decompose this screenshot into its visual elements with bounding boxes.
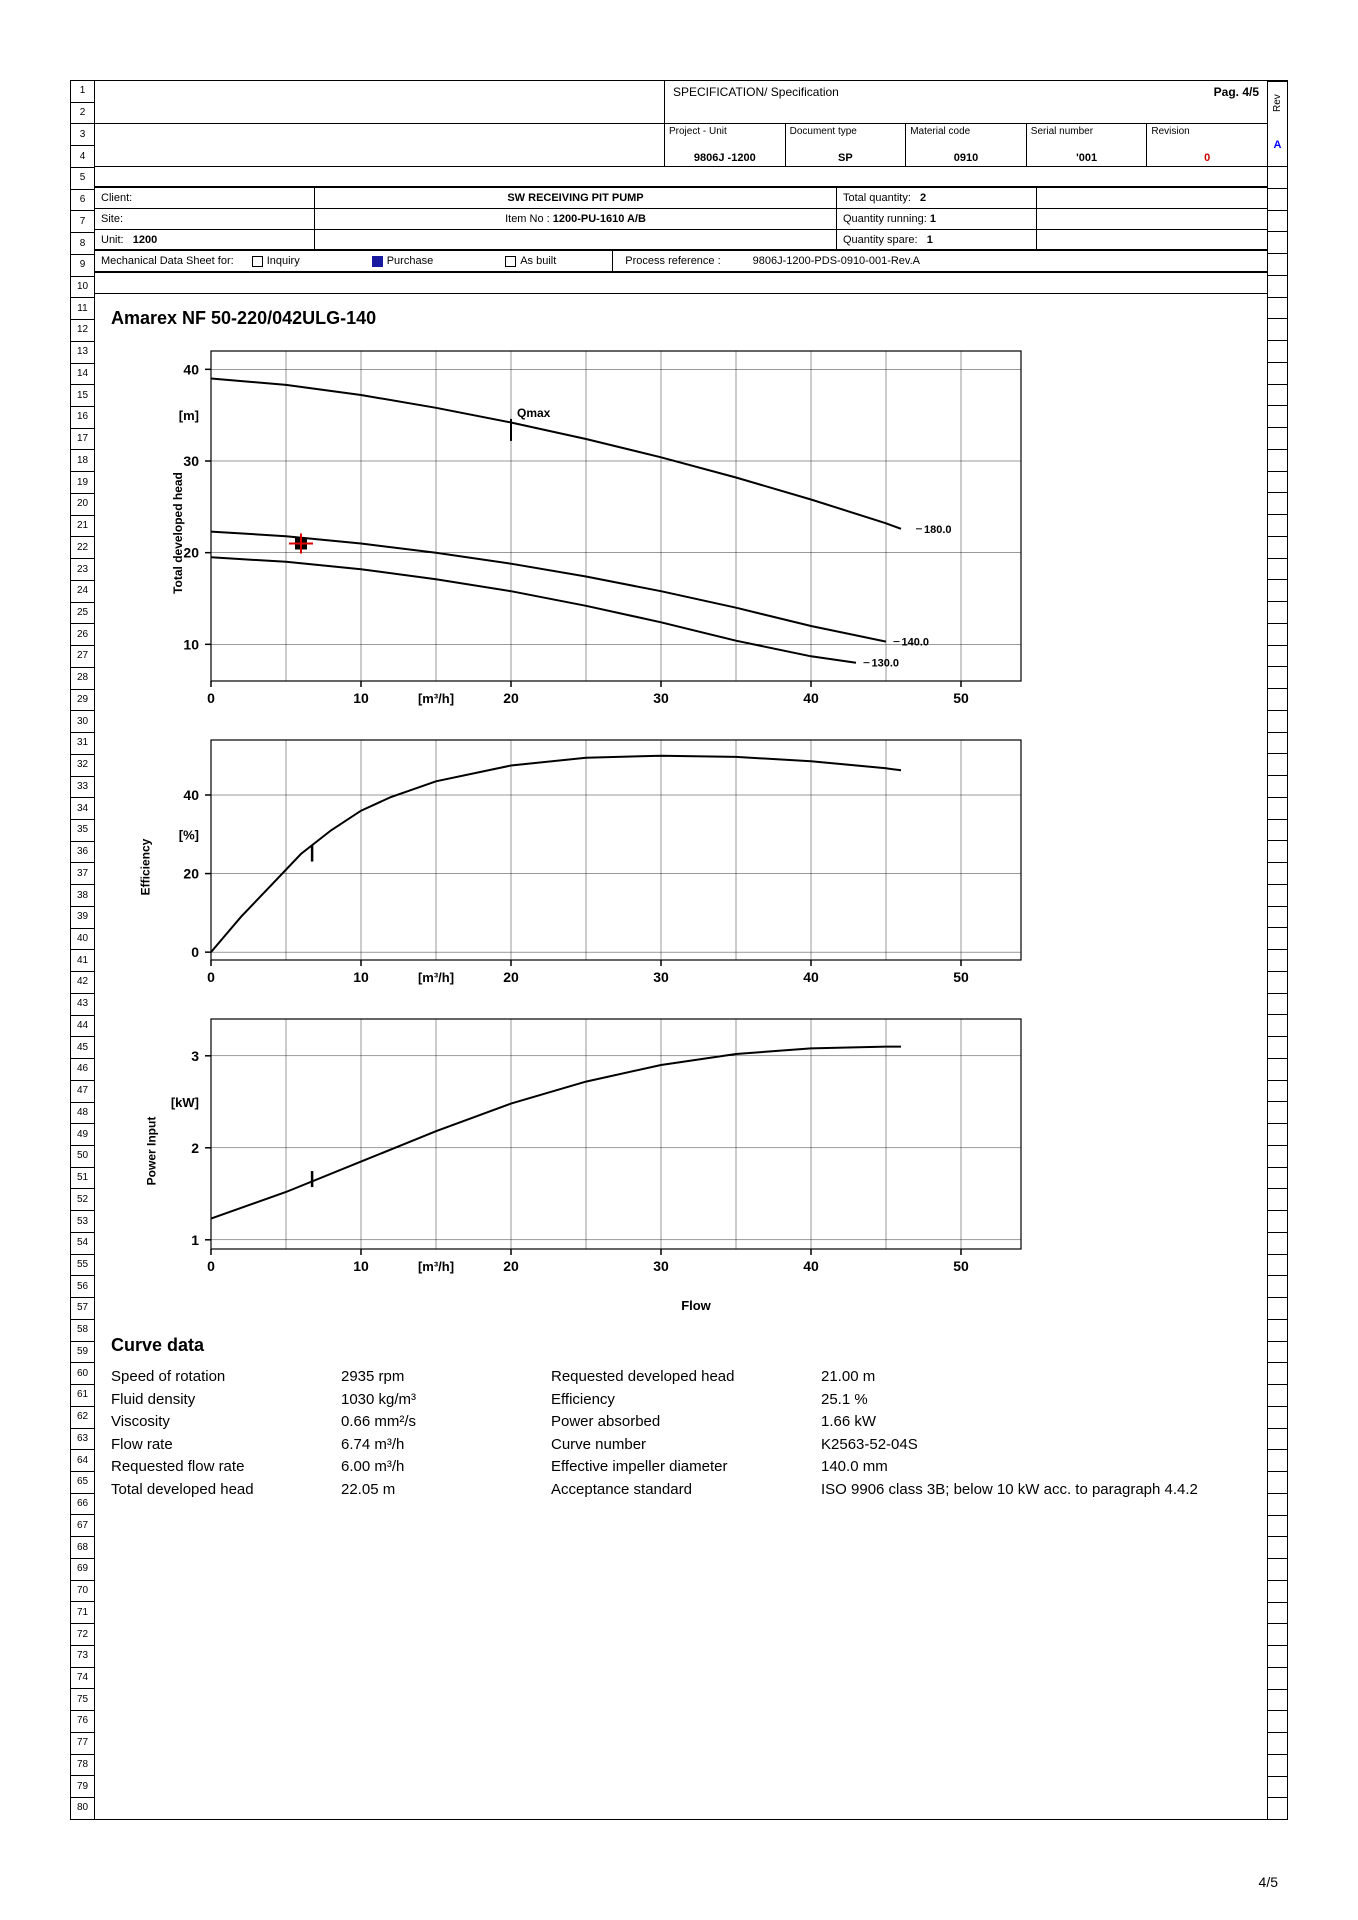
curve-data-section: Curve data Speed of rotationFluid densit… [111,1335,1251,1501]
flow-axis-label: Flow [141,1298,1251,1313]
unit-value: 1200 [133,234,157,246]
svg-text:50: 50 [953,690,969,706]
svg-text:40: 40 [803,690,819,706]
qty-running-label: Quantity running: [843,213,927,225]
svg-text:180.0: 180.0 [924,524,952,536]
chart-eff: Efficiency 0 10 20 30 40 50 [m³/h] 0 20 40 [%] [141,730,1251,1003]
svg-text:40: 40 [183,361,199,377]
unit-label: Unit: [101,234,124,246]
svg-text:1: 1 [191,1232,199,1248]
checkbox-inquiry[interactable] [252,256,263,267]
head-svg: 0 10 20 30 40 50 [m³/h] 10 20 30 40 [m] 180.0 140.013… [141,341,1101,721]
svg-text:[kW]: [kW] [171,1095,199,1110]
svg-text:10: 10 [353,690,369,706]
curve-data-heading: Curve data [111,1335,1251,1356]
datasheet: 1234567891011121314151617181920212223242… [70,80,1288,1820]
item-label: Item No : [505,213,550,225]
pump-name: SW RECEIVING PIT PUMP [507,192,643,204]
qty-spare-label: Quantity spare: [843,234,918,246]
svg-text:40: 40 [803,1258,819,1274]
chart-power: Power Input 0 10 20 30 40 50 [m³/h] 1 2 3 [kW] [141,1009,1251,1292]
svg-text:[m]: [m] [179,408,199,423]
svg-text:40: 40 [803,969,819,985]
footer-page-number: 4/5 [1259,1874,1278,1890]
svg-text:0: 0 [191,944,199,960]
eff-ylabel: Efficiency [138,838,152,895]
total-qty-label: Total quantity: [843,192,911,204]
svg-text:30: 30 [183,453,199,469]
head-ylabel: Total developed head [171,472,185,594]
spec-header-text: SPECIFICATION/ Specification [673,85,839,99]
inquiry-label: Inquiry [267,255,300,267]
svg-text:50: 50 [953,1258,969,1274]
blank-row [95,273,1267,294]
svg-text:[m³/h]: [m³/h] [418,970,454,985]
row-site: Site: Item No : 1200-PU-1610 A/B Quantit… [95,209,1267,230]
svg-text:10: 10 [183,636,199,652]
total-qty-value: 2 [920,192,926,204]
svg-text:20: 20 [503,690,519,706]
rev-label: Rev [1268,81,1287,124]
svg-text:[m³/h]: [m³/h] [418,691,454,706]
row-number-strip: 1234567891011121314151617181920212223242… [71,81,95,1819]
power-svg: 0 10 20 30 40 50 [m³/h] 1 2 3 [kW] [141,1009,1101,1289]
svg-text:10: 10 [353,1258,369,1274]
header-spec-row: SPECIFICATION/ Specification Pag. 4/5 [95,81,1267,124]
qty-running-value: 1 [930,213,936,225]
svg-text:130.0: 130.0 [872,658,900,670]
purchase-label: Purchase [387,255,433,267]
eff-svg: 0 10 20 30 40 50 [m³/h] 0 20 40 [%] [141,730,1101,1000]
mds-label: Mechanical Data Sheet for: [95,255,240,267]
svg-text:[%]: [%] [179,827,199,842]
svg-text:0: 0 [207,1258,215,1274]
svg-text:40: 40 [183,787,199,803]
row-client: Client: SW RECEIVING PIT PUMP Total quan… [95,188,1267,209]
page-label: Pag. 4/5 [1214,85,1259,99]
row-mds: Mechanical Data Sheet for: Inquiry Purch… [95,251,1267,273]
pump-model-title: Amarex NF 50-220/042ULG-140 [111,308,1251,329]
checkbox-asbuilt[interactable] [505,256,516,267]
svg-text:0: 0 [207,690,215,706]
chart-head: Total developed head 0 10 20 30 40 50 [m³/h] 10… [141,341,1251,724]
svg-text:Qmax: Qmax [517,406,551,420]
svg-text:30: 30 [653,969,669,985]
svg-text:20: 20 [183,545,199,561]
client-label: Client: [101,192,132,204]
svg-text:20: 20 [503,969,519,985]
svg-text:2: 2 [191,1140,199,1156]
divider-row [95,167,1267,188]
svg-text:0: 0 [207,969,215,985]
svg-text:20: 20 [183,866,199,882]
power-ylabel: Power Input [144,1116,158,1185]
svg-text:50: 50 [953,969,969,985]
main-area: SPECIFICATION/ Specification Pag. 4/5 Pr… [95,81,1267,1819]
svg-text:140.0: 140.0 [902,637,930,649]
item-value: 1200-PU-1610 A/B [553,213,646,225]
procref-label: Process reference : [625,255,720,267]
procref-value: 9806J-1200-PDS-0910-001-Rev.A [753,255,920,267]
svg-text:20: 20 [503,1258,519,1274]
svg-text:30: 30 [653,690,669,706]
site-label: Site: [101,213,123,225]
revision-strip: Rev A [1267,81,1287,1819]
rev-value: A [1268,124,1287,167]
svg-text:30: 30 [653,1258,669,1274]
body-content: Amarex NF 50-220/042ULG-140 Total develo… [95,294,1267,1819]
asbuilt-label: As built [520,255,556,267]
svg-text:3: 3 [191,1048,199,1064]
checkbox-purchase[interactable] [372,256,383,267]
qty-spare-value: 1 [927,234,933,246]
row-unit: Unit: 1200 Quantity spare: 1 [95,230,1267,251]
svg-text:[m³/h]: [m³/h] [418,1259,454,1274]
svg-text:10: 10 [353,969,369,985]
header-meta-row: Project - Unit9806J -1200Document typeSP… [95,124,1267,167]
